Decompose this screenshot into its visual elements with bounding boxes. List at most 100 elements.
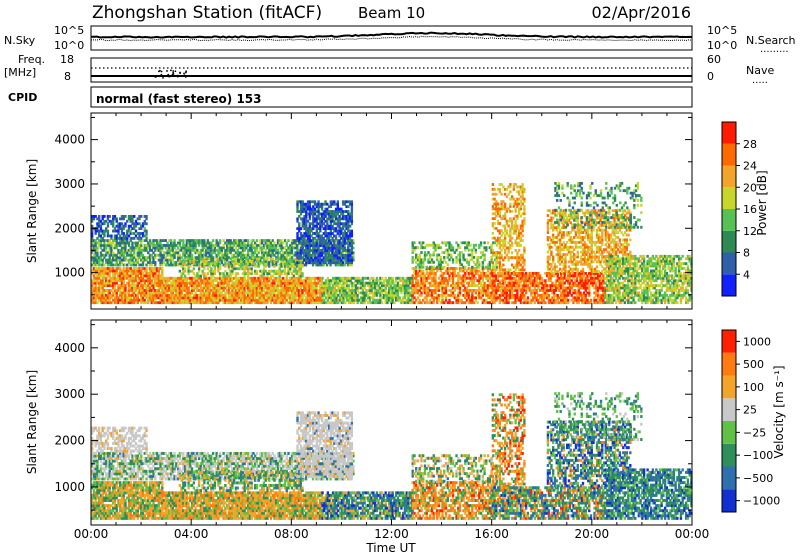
power-cell bbox=[187, 267, 189, 270]
power-cell bbox=[265, 270, 267, 273]
power-cell bbox=[417, 296, 419, 299]
power-cell bbox=[103, 264, 105, 267]
power-cell bbox=[294, 242, 296, 245]
power-cell bbox=[431, 294, 433, 297]
power-cell bbox=[212, 239, 214, 242]
power-cell bbox=[302, 261, 304, 264]
power-cell bbox=[480, 241, 482, 244]
freq-dot bbox=[179, 72, 181, 74]
power-cell bbox=[258, 260, 260, 263]
power-cell bbox=[452, 291, 454, 294]
power-cell bbox=[473, 246, 475, 249]
power-cell bbox=[426, 299, 428, 302]
power-cell bbox=[217, 260, 219, 263]
power-cell bbox=[266, 301, 268, 304]
power-cell bbox=[478, 270, 480, 273]
power-cell bbox=[349, 254, 351, 257]
power-cell bbox=[247, 275, 249, 278]
power-cell bbox=[337, 284, 339, 287]
power-cell bbox=[137, 242, 139, 245]
power-cell bbox=[424, 251, 426, 254]
power-cell bbox=[482, 251, 484, 254]
power-cell bbox=[161, 282, 163, 285]
power-cell bbox=[100, 251, 102, 254]
power-cell bbox=[301, 265, 303, 268]
power-cell bbox=[321, 220, 323, 223]
power-cell bbox=[149, 239, 151, 242]
power-cell bbox=[140, 244, 142, 247]
power-cell bbox=[265, 265, 267, 268]
power-cell bbox=[316, 230, 318, 233]
power-cell bbox=[319, 230, 321, 233]
power-cell bbox=[427, 251, 429, 254]
power-cell bbox=[100, 242, 102, 245]
power-cell bbox=[462, 256, 464, 259]
power-cell bbox=[215, 262, 217, 265]
power-cell bbox=[121, 222, 123, 225]
power-cell bbox=[436, 270, 438, 273]
power-cell bbox=[228, 267, 230, 270]
power-cell bbox=[448, 274, 450, 277]
beam-label: Beam 10 bbox=[358, 4, 425, 22]
power-cell bbox=[309, 247, 311, 250]
cpid-label: CPID bbox=[8, 91, 37, 104]
power-cell bbox=[300, 213, 302, 216]
power-cell bbox=[263, 296, 265, 299]
power-cell bbox=[263, 267, 265, 270]
power-cell bbox=[98, 217, 100, 220]
power-cell bbox=[426, 254, 428, 257]
power-cell bbox=[294, 267, 296, 270]
power-cell bbox=[103, 291, 105, 294]
power-cell bbox=[119, 235, 121, 238]
power-cell bbox=[184, 267, 186, 270]
power-cell bbox=[305, 210, 307, 213]
power-cell bbox=[303, 237, 305, 240]
power-cell bbox=[133, 291, 135, 294]
power-cell bbox=[351, 210, 353, 213]
power-cell bbox=[198, 267, 200, 270]
power-cell bbox=[347, 205, 349, 208]
power-cell bbox=[324, 254, 326, 257]
power-cell bbox=[119, 267, 121, 270]
freq-dot bbox=[183, 73, 185, 75]
power-cell bbox=[210, 254, 212, 257]
power-cell bbox=[351, 208, 353, 211]
power-cell bbox=[407, 296, 409, 299]
power-cell bbox=[331, 237, 333, 240]
power-cell bbox=[478, 246, 480, 249]
power-cell bbox=[116, 217, 118, 220]
power-cell bbox=[399, 296, 401, 299]
freq-dot bbox=[174, 70, 176, 72]
power-cell bbox=[124, 215, 126, 218]
power-cell bbox=[485, 272, 487, 275]
power-cell bbox=[351, 203, 353, 206]
power-cell bbox=[340, 230, 342, 233]
power-cell bbox=[161, 274, 163, 277]
power-cell bbox=[279, 267, 281, 270]
power-cell bbox=[475, 291, 477, 294]
power-cell bbox=[413, 241, 415, 244]
power-cell bbox=[123, 232, 125, 235]
power-cell bbox=[459, 258, 461, 261]
power-cell bbox=[214, 272, 216, 275]
power-cell bbox=[124, 284, 126, 287]
power-cell bbox=[338, 249, 340, 252]
power-cell bbox=[351, 230, 353, 233]
power-cell bbox=[413, 296, 415, 299]
freq-dot bbox=[177, 75, 179, 77]
power-cell bbox=[212, 282, 214, 285]
power-cell bbox=[379, 279, 381, 282]
power-cell bbox=[471, 254, 473, 257]
power-cell bbox=[173, 242, 175, 245]
power-cell bbox=[413, 301, 415, 304]
power-cell bbox=[119, 244, 121, 247]
power-cell bbox=[228, 282, 230, 285]
power-cell bbox=[298, 261, 300, 264]
power-cell bbox=[345, 242, 347, 245]
power-cell bbox=[452, 261, 454, 264]
power-cell bbox=[128, 235, 130, 238]
power-cell bbox=[433, 270, 435, 273]
power-cell bbox=[471, 272, 473, 275]
power-cell bbox=[280, 284, 282, 287]
power-cell bbox=[468, 294, 470, 297]
